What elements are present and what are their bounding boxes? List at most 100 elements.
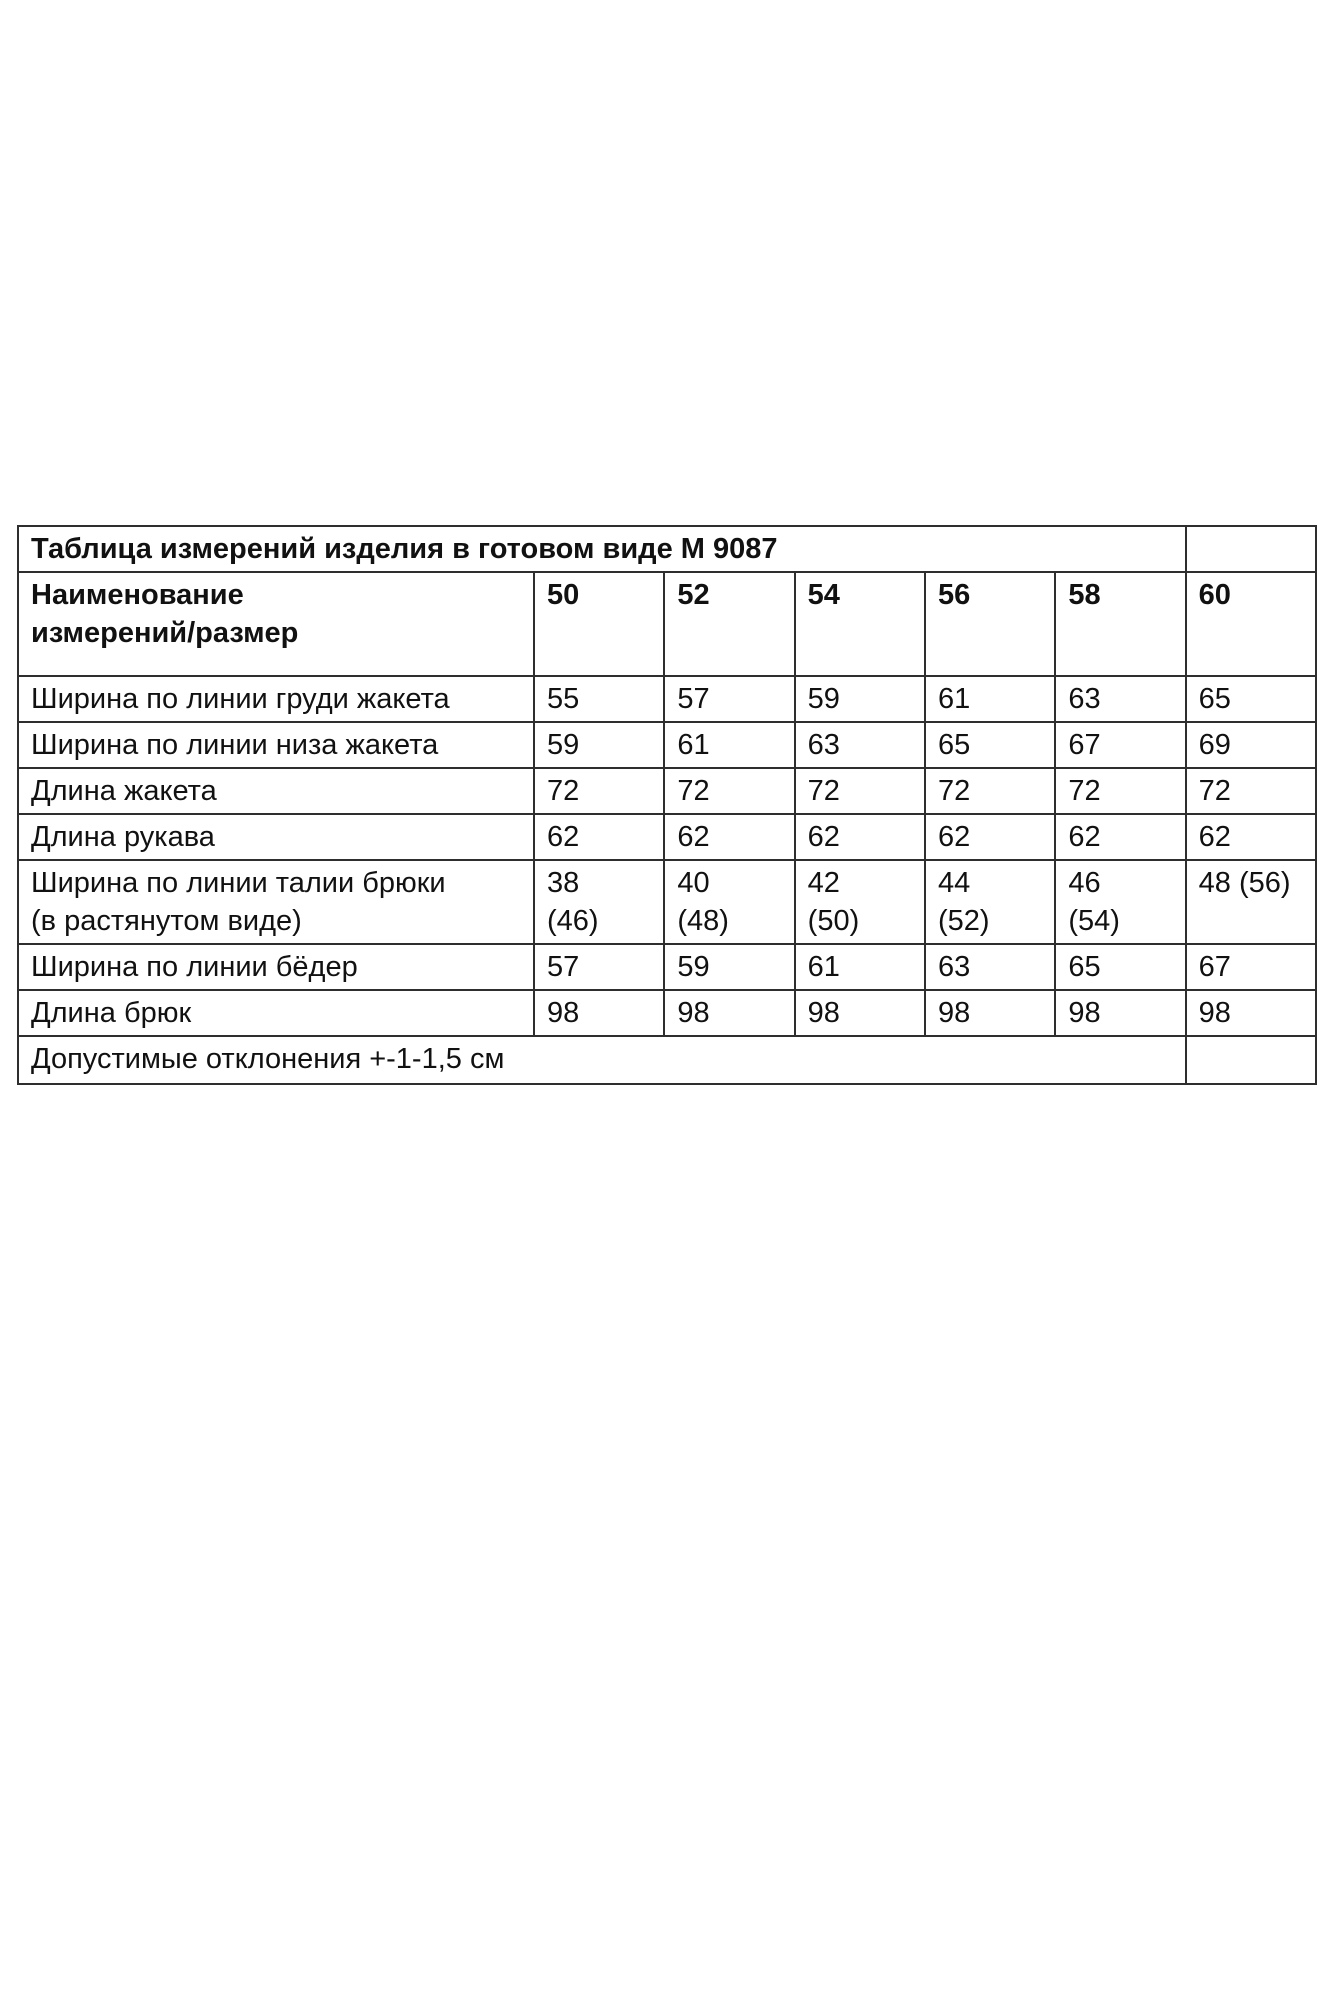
value-line: 98 <box>937 997 971 1029</box>
value-cell: 98 <box>793 989 926 1037</box>
value-cell: 40 (48) <box>663 859 796 945</box>
value-line: 62 <box>677 821 710 853</box>
table-row: Длина рукава 62 62 62 62 62 62 <box>17 813 1318 861</box>
name-column-header: Наименование измерений/размер <box>17 571 535 677</box>
measurement-rows: Ширина по линии груди жакета 55 57 59 61 63 65… <box>17 675 1318 1037</box>
value-line: 98 <box>547 997 580 1029</box>
size-header-row: Наименование измерений/размер 50 52 54 56 58… <box>17 571 1318 677</box>
value-cell: 72 <box>793 767 926 815</box>
row-label: Длина рукава <box>17 813 535 861</box>
value-cell: 72 <box>923 767 1057 815</box>
row-label-line: (в растянутом виде) <box>31 905 302 937</box>
value-line: (46) <box>547 905 599 937</box>
value-line: 61 <box>937 683 971 715</box>
value-cell: 57 <box>663 675 796 723</box>
value-cell: 59 <box>793 675 926 723</box>
value-line: 57 <box>677 683 710 715</box>
value-line: 40 <box>677 867 710 899</box>
value-line: 42 <box>807 867 840 899</box>
value-line: 48 (56) <box>1198 867 1291 899</box>
row-label-line: Ширина по линии низа жакета <box>31 729 439 761</box>
row-label: Ширина по линии низа жакета <box>17 721 535 769</box>
row-label: Ширина по линии груди жакета <box>17 675 535 723</box>
tolerance-note: Допустимые отклонения +-1-1,5 см <box>17 1035 1187 1085</box>
value-line: 62 <box>937 821 971 853</box>
row-label: Ширина по линии бёдер <box>17 943 535 991</box>
value-cell: 62 <box>793 813 926 861</box>
value-cell: 48 (56) <box>1184 859 1318 945</box>
name-column-header-line1: Наименование <box>31 579 244 611</box>
value-line: 61 <box>677 729 710 761</box>
value-cell: 63 <box>1054 675 1187 723</box>
value-line: 44 <box>937 867 971 899</box>
value-line: 59 <box>807 683 840 715</box>
value-cell: 61 <box>923 675 1057 723</box>
value-line: 98 <box>1198 997 1231 1029</box>
value-line: 72 <box>937 775 971 807</box>
value-line: 59 <box>677 951 710 983</box>
value-line: 72 <box>547 775 580 807</box>
value-cell: 65 <box>923 721 1057 769</box>
value-line: 98 <box>807 997 840 1029</box>
title-row-empty-cell <box>1184 525 1318 573</box>
value-line: 62 <box>547 821 580 853</box>
size-header-cell: 52 <box>663 571 796 677</box>
value-cell: 72 <box>663 767 796 815</box>
row-label: Длина жакета <box>17 767 535 815</box>
table-title-row: Таблица измерений изделия в готовом виде… <box>17 525 1318 573</box>
row-label-line: Ширина по линии бёдер <box>31 951 358 983</box>
value-cell: 38 (46) <box>532 859 666 945</box>
value-line: 57 <box>547 951 580 983</box>
value-cell: 62 <box>923 813 1057 861</box>
row-label-line: Ширина по линии талии брюки <box>31 867 446 899</box>
value-cell: 42 (50) <box>793 859 926 945</box>
value-line: (50) <box>807 905 860 937</box>
value-line: 65 <box>1198 683 1231 715</box>
value-line: 62 <box>1198 821 1231 853</box>
tolerance-row-empty-cell <box>1184 1035 1318 1085</box>
value-line: 67 <box>1068 729 1101 761</box>
value-cell: 69 <box>1184 721 1318 769</box>
size-header-cell: 60 <box>1184 571 1318 677</box>
value-cell: 98 <box>923 989 1057 1037</box>
value-cell: 62 <box>1054 813 1187 861</box>
value-cell: 63 <box>793 721 926 769</box>
value-cell: 62 <box>532 813 666 861</box>
value-cell: 61 <box>793 943 926 991</box>
value-line: 65 <box>1068 951 1101 983</box>
value-cell: 98 <box>532 989 666 1037</box>
size-header-cell: 54 <box>793 571 926 677</box>
value-cell: 44 (52) <box>923 859 1057 945</box>
value-line: 38 <box>547 867 580 899</box>
value-cell: 98 <box>1184 989 1318 1037</box>
value-line: 72 <box>807 775 840 807</box>
table-row: Ширина по линии низа жакета 59 61 63 65 67 69 <box>17 721 1318 769</box>
value-cell: 57 <box>532 943 666 991</box>
value-cell: 59 <box>663 943 796 991</box>
value-line: 55 <box>547 683 580 715</box>
value-cell: 61 <box>663 721 796 769</box>
value-cell: 59 <box>532 721 666 769</box>
value-cell: 72 <box>1054 767 1187 815</box>
value-line: 72 <box>1198 775 1231 807</box>
value-cell: 72 <box>1184 767 1318 815</box>
value-cell: 63 <box>923 943 1057 991</box>
value-line: 72 <box>1068 775 1101 807</box>
row-label-line: Длина рукава <box>31 821 215 853</box>
name-column-header-line2: измерений/размер <box>31 617 299 649</box>
table-row: Ширина по линии талии брюки (в растянутом… <box>17 859 1318 945</box>
value-cell: 65 <box>1184 675 1318 723</box>
value-line: (52) <box>937 905 990 937</box>
value-line: 72 <box>677 775 710 807</box>
tolerance-row: Допустимые отклонения +-1-1,5 см <box>17 1035 1318 1085</box>
value-line: 62 <box>807 821 840 853</box>
size-chart-table: Таблица измерений изделия в готовом виде… <box>17 525 1318 1085</box>
value-cell: 62 <box>663 813 796 861</box>
value-line: 67 <box>1198 951 1231 983</box>
value-cell: 62 <box>1184 813 1318 861</box>
table-row: Длина брюк 98 98 98 98 98 98 <box>17 989 1318 1037</box>
table-row: Длина жакета 72 72 72 72 72 72 <box>17 767 1318 815</box>
value-line: 69 <box>1198 729 1231 761</box>
size-header-cell: 50 <box>532 571 666 677</box>
table-row: Ширина по линии груди жакета 55 57 59 61 63 65 <box>17 675 1318 723</box>
